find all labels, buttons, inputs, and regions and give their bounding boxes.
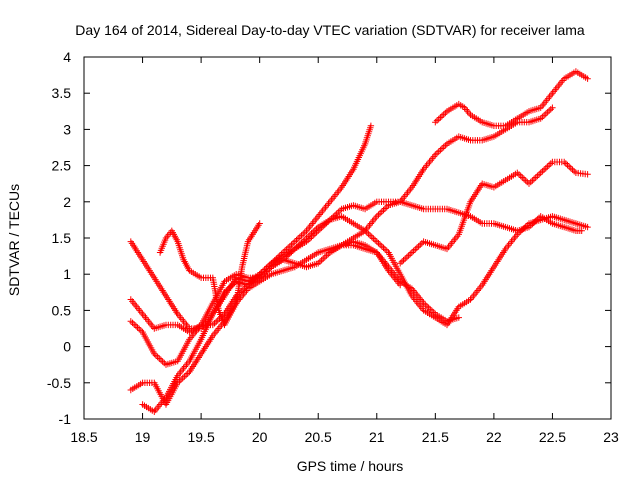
y-axis-label: SDTVAR / TECUs [6,184,22,296]
x-tick-label: 22.5 [539,429,566,445]
y-tick-label: 4 [63,49,71,65]
data-point [231,279,238,287]
data-point [437,146,444,154]
data-point [437,114,444,121]
data-point [300,237,307,245]
y-tick-label: 0.5 [52,302,72,318]
data-point [288,241,295,248]
data-point [584,223,591,231]
data-point [549,104,556,111]
data-point [380,244,387,251]
data-point [293,236,300,244]
axis-ticks [83,56,612,420]
data-point [517,228,524,235]
data-point [535,171,543,178]
data-point [442,109,449,117]
data-point [256,220,263,227]
data-point [584,75,591,82]
x-tick-label: 19 [135,429,151,445]
x-tick-label: 21.5 [422,429,449,445]
data-point [318,257,325,264]
data-point [455,314,462,321]
x-tick-label: 20.5 [305,429,332,445]
y-tick-label: 2 [63,194,71,210]
data-point [566,163,573,170]
data-point [288,248,295,256]
data-point [547,160,554,167]
x-tick-label: 21 [369,429,385,445]
y-tick-label: 1.5 [52,230,72,246]
data-point [368,233,375,241]
data-point [522,177,529,184]
data-point [584,171,591,178]
series-track-9 [326,104,556,256]
data-point [375,211,382,218]
data-layer [127,68,591,415]
series-track-7 [432,68,591,129]
x-tick-label: 18.5 [70,429,97,445]
series-track-8 [397,158,591,267]
data-point [281,255,288,262]
data-point [336,207,344,214]
data-point [182,371,190,379]
data-point [311,227,319,234]
axis-tick-labels: 18.5 19 19.5 20 20.5 21 21.5 22 22.5 23-1-0.500.5… [47,49,619,445]
data-point [300,230,307,238]
data-point [522,223,529,230]
y-tick-label: -0.5 [47,375,71,391]
y-tick-label: 1 [63,266,71,282]
data-point [293,244,300,251]
data-point [213,318,220,325]
x-tick-label: 20 [252,429,268,445]
data-point [306,231,314,239]
data-point [398,258,406,265]
plot-frame [83,56,612,420]
data-point [547,106,554,113]
x-tick-label: 19.5 [187,429,214,445]
data-point [542,110,549,118]
data-point [151,350,158,357]
y-tick-label: -1 [59,411,72,427]
series-track-3 [127,198,585,336]
data-point [405,252,412,259]
x-axis-label: GPS time / hours [297,458,404,474]
data-point [578,227,585,234]
y-tick-label: 3.5 [52,85,72,101]
data-point [263,268,270,275]
data-point [375,240,382,247]
data-point [380,206,387,214]
data-point [542,165,549,172]
x-tick-label: 23 [603,429,619,445]
data-point [397,281,404,289]
data-point [367,122,375,129]
data-point [561,158,568,166]
y-tick-label: 3 [63,121,71,137]
data-point [442,142,449,149]
data-point [423,303,431,310]
data-point [157,356,165,364]
x-tick-label: 22 [486,429,502,445]
data-point [226,284,233,291]
data-point [517,172,524,180]
data-point [417,241,424,248]
y-tick-label: 2.5 [52,158,72,174]
series-track-6 [139,213,591,415]
data-point [412,246,419,253]
data-point [529,177,536,184]
chart-title: Day 164 of 2014, Sidereal Day-to-day VTE… [75,22,585,38]
data-point [132,322,140,330]
data-point [256,274,263,281]
y-tick-label: 0 [63,339,71,355]
